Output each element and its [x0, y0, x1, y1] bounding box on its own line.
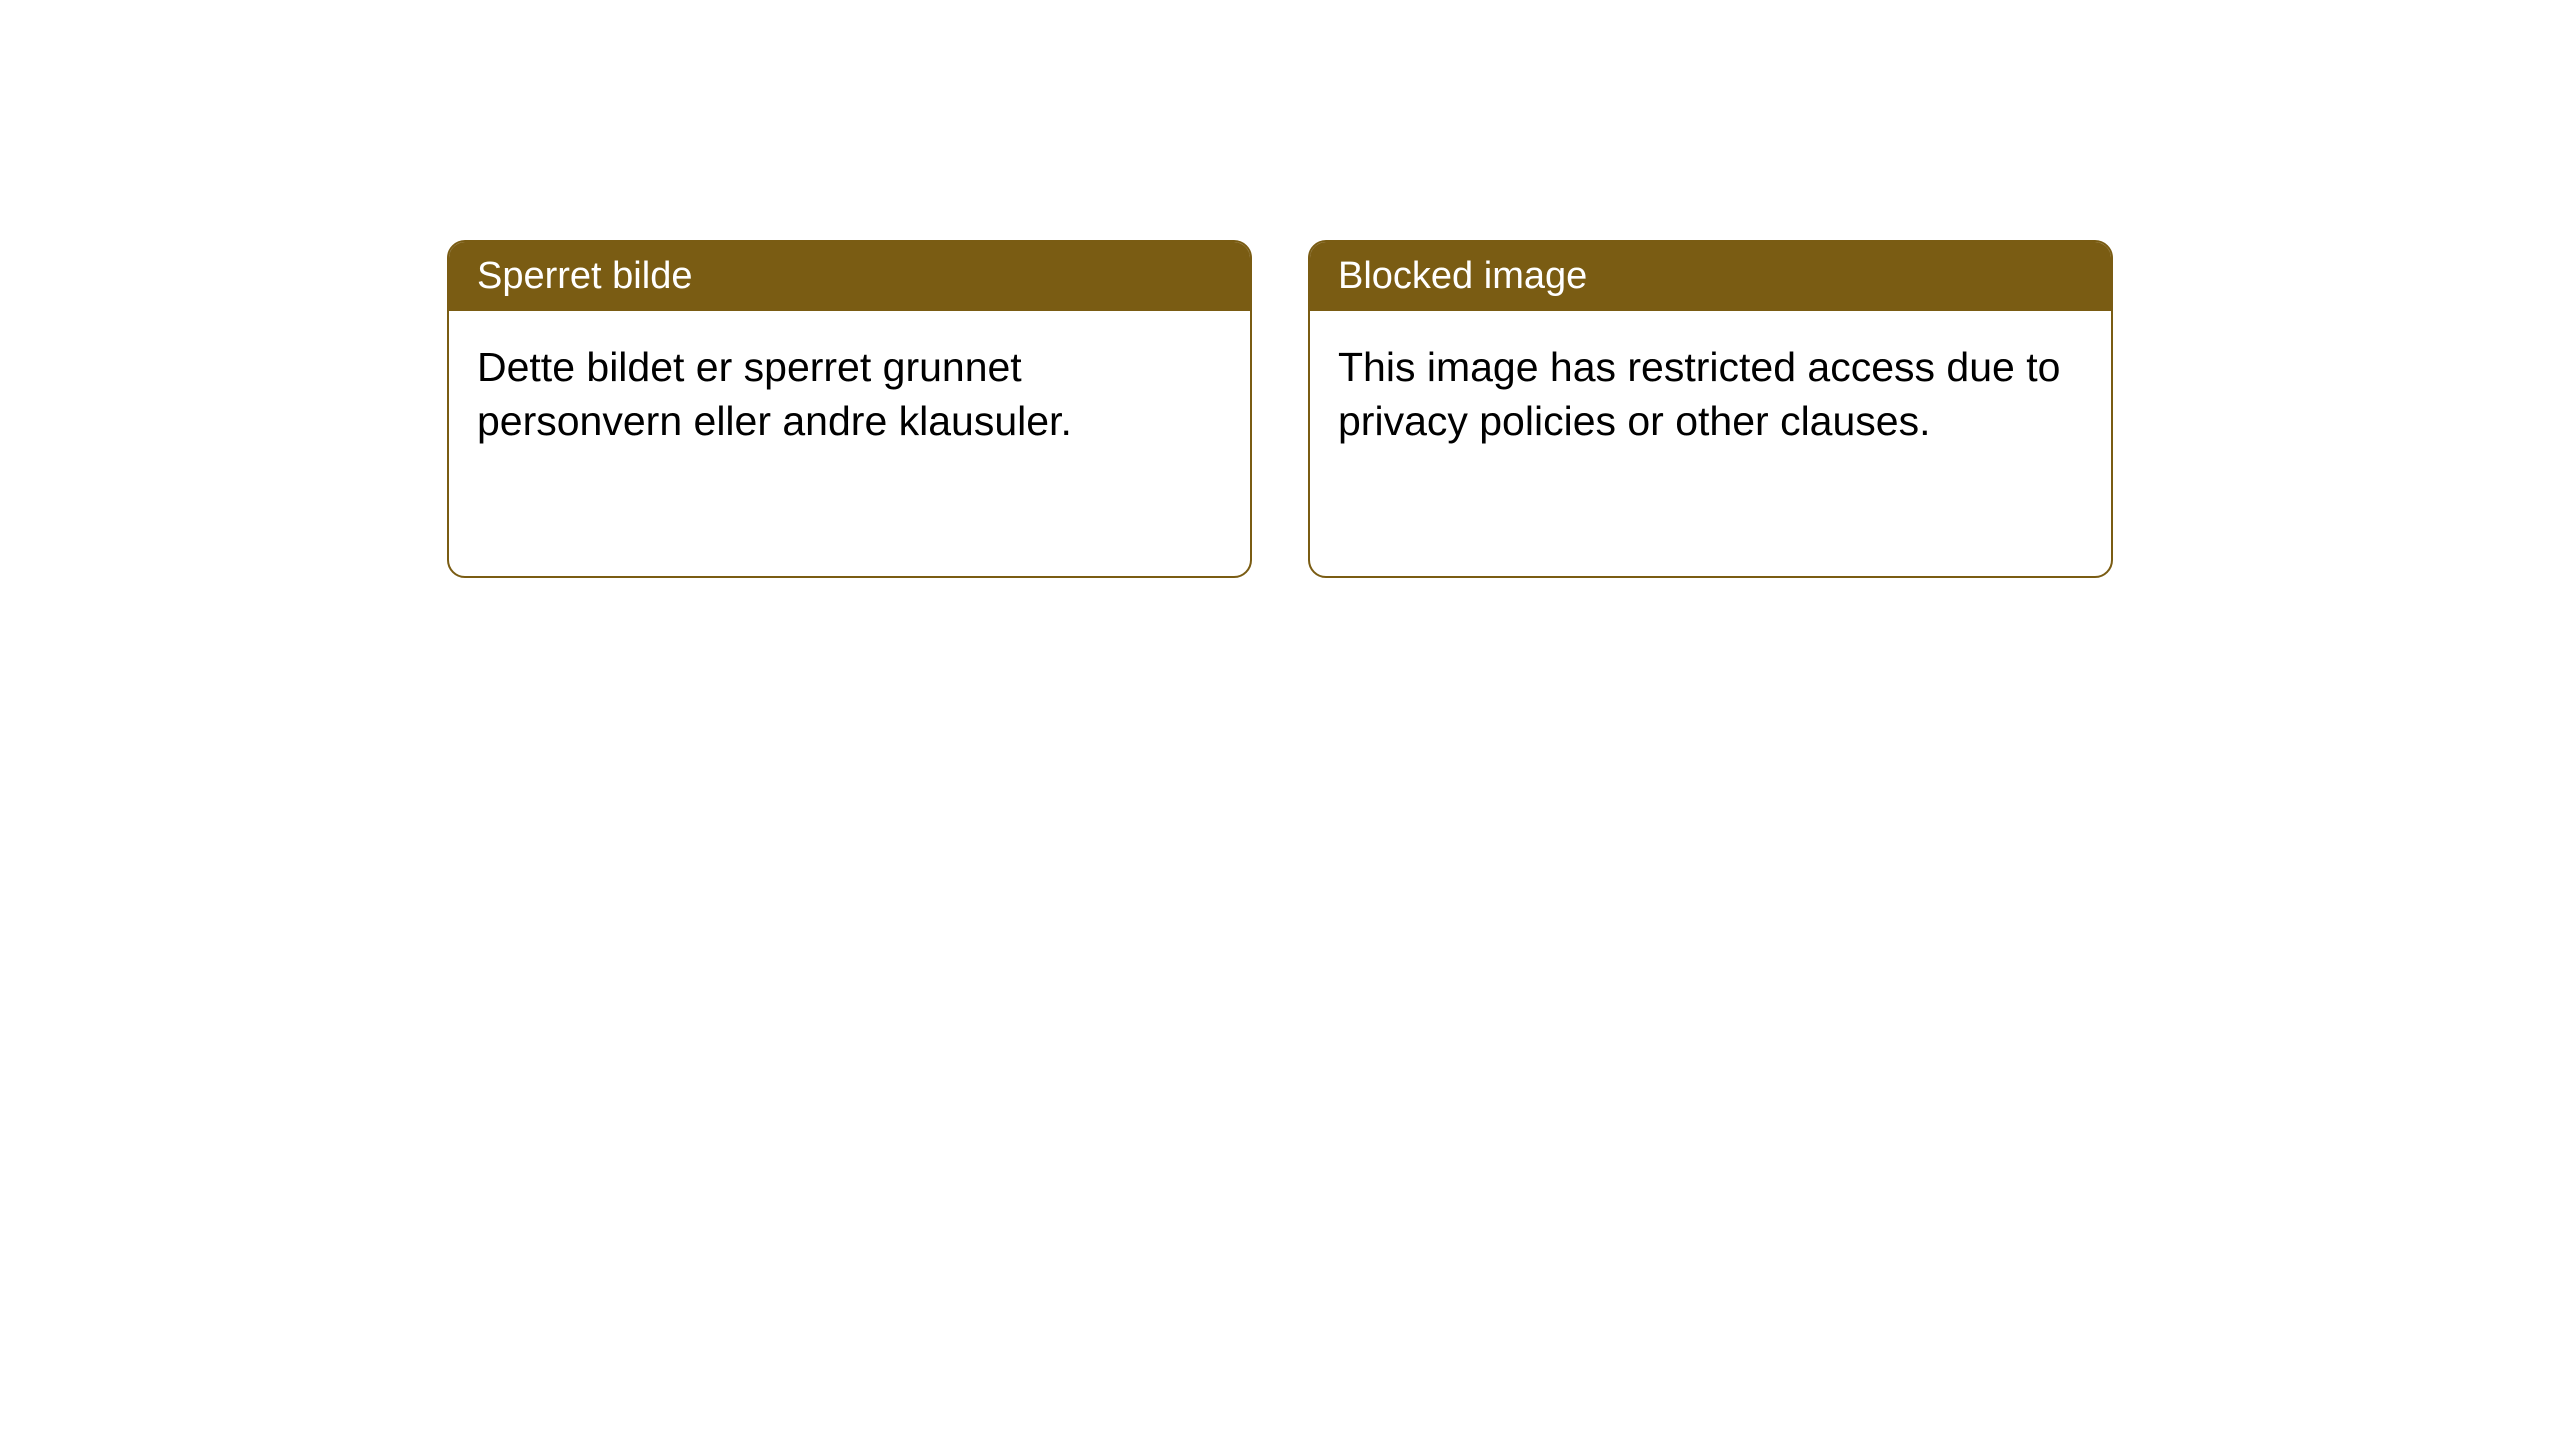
notice-header: Sperret bilde	[449, 242, 1250, 311]
notice-body: Dette bildet er sperret grunnet personve…	[449, 311, 1250, 478]
notice-container: Sperret bilde Dette bildet er sperret gr…	[447, 240, 2113, 578]
notice-header: Blocked image	[1310, 242, 2111, 311]
notice-card-norwegian: Sperret bilde Dette bildet er sperret gr…	[447, 240, 1252, 578]
notice-card-english: Blocked image This image has restricted …	[1308, 240, 2113, 578]
notice-body: This image has restricted access due to …	[1310, 311, 2111, 478]
